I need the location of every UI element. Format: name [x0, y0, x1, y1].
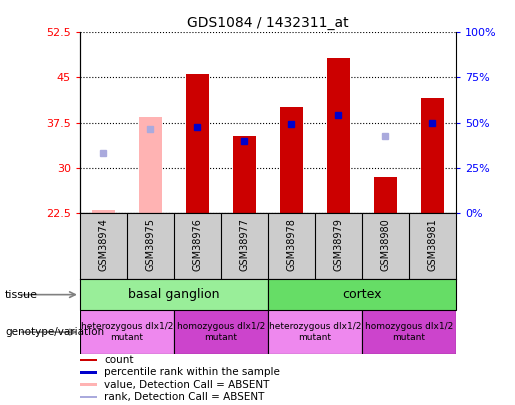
Bar — [80, 371, 97, 373]
Bar — [80, 310, 174, 354]
Text: GSM38974: GSM38974 — [98, 218, 108, 271]
Text: homozygous dlx1/2
mutant: homozygous dlx1/2 mutant — [177, 322, 265, 342]
Bar — [139, 117, 162, 213]
Bar — [185, 75, 209, 213]
Bar — [327, 58, 350, 213]
Text: percentile rank within the sample: percentile rank within the sample — [104, 367, 280, 377]
Text: GSM38978: GSM38978 — [286, 218, 296, 271]
Bar — [92, 210, 115, 213]
Bar — [362, 310, 456, 354]
Text: heterozygous dlx1/2
mutant: heterozygous dlx1/2 mutant — [269, 322, 361, 342]
Bar — [268, 310, 362, 354]
Bar — [373, 177, 397, 213]
Bar — [280, 107, 303, 213]
Text: GSM38975: GSM38975 — [145, 218, 156, 271]
Title: GDS1084 / 1432311_at: GDS1084 / 1432311_at — [187, 16, 349, 30]
Text: tissue: tissue — [5, 290, 38, 300]
Text: basal ganglion: basal ganglion — [128, 288, 219, 301]
Bar — [174, 310, 268, 354]
Text: count: count — [104, 355, 134, 365]
Bar — [80, 384, 97, 386]
Text: GSM38980: GSM38980 — [380, 218, 390, 271]
Text: value, Detection Call = ABSENT: value, Detection Call = ABSENT — [104, 379, 270, 390]
Text: cortex: cortex — [342, 288, 382, 301]
Text: homozygous dlx1/2
mutant: homozygous dlx1/2 mutant — [365, 322, 453, 342]
Bar — [421, 98, 444, 213]
Bar — [268, 279, 456, 310]
Bar — [233, 136, 256, 213]
Bar — [80, 279, 268, 310]
Bar — [80, 396, 97, 398]
Text: GSM38979: GSM38979 — [333, 218, 344, 271]
Text: GSM38977: GSM38977 — [239, 218, 249, 271]
Text: GSM38976: GSM38976 — [192, 218, 202, 271]
Text: rank, Detection Call = ABSENT: rank, Detection Call = ABSENT — [104, 392, 265, 402]
Text: heterozygous dlx1/2
mutant: heterozygous dlx1/2 mutant — [81, 322, 173, 342]
Bar — [80, 359, 97, 361]
Text: genotype/variation: genotype/variation — [5, 327, 104, 337]
Text: GSM38981: GSM38981 — [427, 218, 437, 271]
